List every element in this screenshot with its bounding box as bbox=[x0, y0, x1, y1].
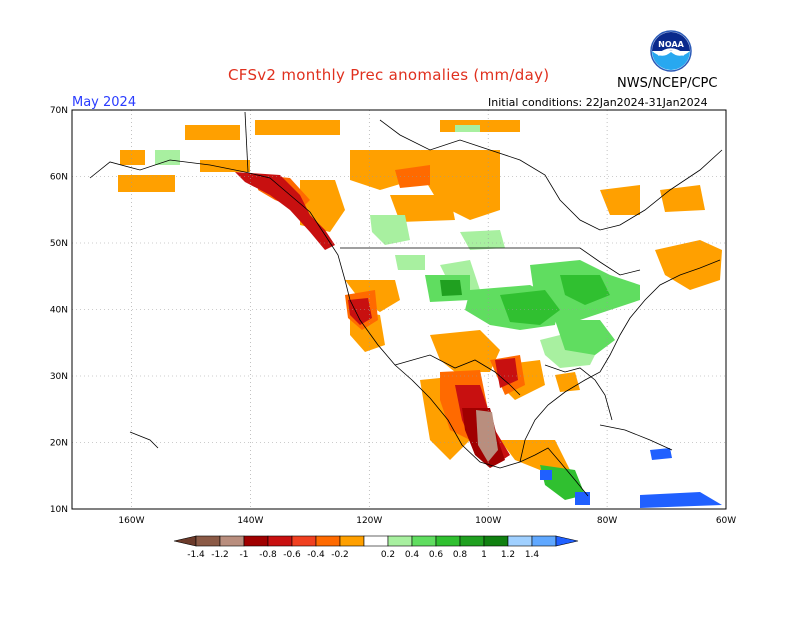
colorbar-segment bbox=[435, 535, 461, 547]
colorbar-label: 0.8 bbox=[453, 550, 468, 560]
anomaly-region bbox=[600, 185, 640, 215]
lat-label: 10N bbox=[50, 505, 68, 515]
logo-text: NOAA bbox=[658, 40, 684, 49]
lat-label: 60N bbox=[50, 173, 68, 183]
colorbar-segment bbox=[339, 535, 365, 547]
anomaly-region bbox=[660, 185, 705, 212]
colorbar-label: -0.8 bbox=[259, 550, 277, 560]
forecast-month: May 2024 bbox=[72, 95, 137, 110]
colorbar-segment bbox=[267, 535, 293, 547]
anomaly-region bbox=[500, 290, 560, 325]
anomaly-region bbox=[655, 240, 722, 290]
anomaly-region bbox=[348, 298, 372, 325]
lat-label: 20N bbox=[50, 439, 68, 449]
colorbar-segment bbox=[483, 535, 509, 547]
anomaly-region bbox=[440, 280, 462, 296]
colorbar bbox=[173, 535, 579, 547]
anomaly-region bbox=[650, 448, 672, 460]
anomaly-region bbox=[120, 150, 145, 165]
colorbar-label: 0.6 bbox=[429, 550, 444, 560]
colorbar-segment bbox=[387, 535, 413, 547]
lat-label: 30N bbox=[50, 372, 68, 382]
colorbar-label: -0.6 bbox=[283, 550, 301, 560]
longitude-labels: 160W 140W 120W 100W 80W 60W bbox=[118, 516, 736, 526]
lon-label: 60W bbox=[716, 516, 736, 526]
anomaly-region bbox=[460, 230, 505, 250]
colorbar-label: -1.2 bbox=[211, 550, 229, 560]
anomaly-region bbox=[155, 150, 180, 165]
colorbar-segment bbox=[243, 535, 269, 547]
colorbar-label: 1 bbox=[481, 550, 487, 560]
initial-conditions: Initial conditions: 22Jan2024-31Jan2024 bbox=[488, 96, 708, 109]
colorbar-label: -0.4 bbox=[307, 550, 325, 560]
anomaly-region bbox=[540, 470, 552, 480]
agency-label: NWS/NCEP/CPC bbox=[617, 76, 718, 91]
lat-label: 50N bbox=[50, 239, 68, 249]
colorbar-arrow-left bbox=[173, 535, 197, 547]
anomaly-region bbox=[185, 125, 240, 140]
anomaly-layer bbox=[118, 120, 722, 508]
colorbar-labels: -1.4 -1.2 -1 -0.8 -0.6 -0.4 -0.2 0.2 0.4 0.6 0.8 1 1… bbox=[187, 550, 539, 560]
colorbar-label: 0.2 bbox=[381, 550, 395, 560]
colorbar-segment bbox=[363, 535, 389, 547]
colorbar-segment bbox=[531, 535, 557, 547]
lon-label: 140W bbox=[237, 516, 263, 526]
colorbar-segment bbox=[291, 535, 317, 547]
anomaly-region bbox=[255, 120, 340, 135]
anomaly-region bbox=[235, 172, 335, 250]
colorbar-segment bbox=[219, 535, 245, 547]
latitude-labels: 70N 60N 50N 40N 30N 20N 10N bbox=[50, 106, 68, 515]
anomaly-region bbox=[495, 358, 518, 388]
anomaly-region bbox=[575, 492, 590, 505]
anomaly-region bbox=[118, 175, 175, 192]
colorbar-segment bbox=[195, 535, 221, 547]
lon-label: 160W bbox=[118, 516, 144, 526]
colorbar-segment bbox=[459, 535, 485, 547]
colorbar-label: 0.4 bbox=[405, 550, 420, 560]
colorbar-label: 1.4 bbox=[525, 550, 540, 560]
colorbar-arrow-right bbox=[555, 535, 579, 547]
colorbar-segment bbox=[315, 535, 341, 547]
anomaly-region bbox=[555, 320, 615, 355]
lon-label: 120W bbox=[356, 516, 382, 526]
anomaly-region bbox=[200, 160, 250, 172]
lon-label: 100W bbox=[475, 516, 501, 526]
noaa-logo-icon: NOAA bbox=[650, 30, 692, 72]
colorbar-label: -0.2 bbox=[331, 550, 349, 560]
anomaly-region bbox=[476, 410, 498, 462]
lon-label: 80W bbox=[597, 516, 617, 526]
map-gridlines bbox=[72, 110, 726, 509]
colorbar-label: 1.2 bbox=[501, 550, 515, 560]
colorbar-label: -1.4 bbox=[187, 550, 205, 560]
colorbar-segment bbox=[411, 535, 437, 547]
anomaly-region bbox=[430, 330, 500, 372]
colorbar-segment bbox=[507, 535, 533, 547]
anomaly-region bbox=[640, 492, 722, 508]
anomaly-region bbox=[560, 275, 610, 305]
map-frame bbox=[71, 109, 727, 510]
chart-title: CFSv2 monthly Prec anomalies (mm/day) bbox=[228, 66, 550, 84]
lat-label: 70N bbox=[50, 106, 68, 116]
anomaly-region bbox=[455, 125, 480, 132]
coastlines bbox=[89, 111, 723, 497]
anomaly-region bbox=[370, 215, 410, 245]
lat-label: 40N bbox=[50, 306, 68, 316]
anomaly-region bbox=[390, 195, 455, 222]
colorbar-label: -1 bbox=[240, 550, 249, 560]
anomaly-region bbox=[395, 255, 425, 270]
